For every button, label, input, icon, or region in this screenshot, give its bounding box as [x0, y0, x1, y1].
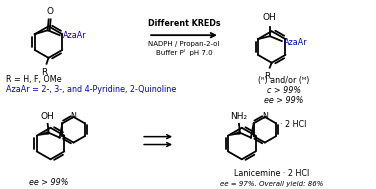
Text: OH: OH: [41, 112, 55, 121]
Text: R: R: [265, 72, 271, 81]
Text: Lanicemine · 2 HCl: Lanicemine · 2 HCl: [234, 169, 309, 178]
Text: N: N: [262, 112, 268, 122]
Text: NH₂: NH₂: [230, 112, 247, 121]
Text: (ᴿ) and/or (ᴹ): (ᴿ) and/or (ᴹ): [258, 76, 309, 85]
Text: Buffer Pᴵ  pH 7.0: Buffer Pᴵ pH 7.0: [156, 49, 212, 56]
Text: ᴄ > 99%: ᴄ > 99%: [267, 86, 301, 95]
Text: ee = 97%. Overall yield: 86%: ee = 97%. Overall yield: 86%: [220, 181, 323, 187]
Text: AzaAr: AzaAr: [63, 31, 86, 40]
Text: ee > 99%: ee > 99%: [29, 178, 68, 187]
Text: N: N: [71, 112, 76, 122]
Text: · 2 HCl: · 2 HCl: [280, 120, 306, 129]
Text: OH: OH: [263, 13, 277, 22]
Text: AzaAr = 2-, 3-, and 4-Pyridine, 2-Quinoline: AzaAr = 2-, 3-, and 4-Pyridine, 2-Quinol…: [6, 85, 176, 94]
Text: NADPH / Propan-2-ol: NADPH / Propan-2-ol: [148, 41, 220, 47]
Polygon shape: [228, 131, 240, 136]
Text: Different KREDs: Different KREDs: [148, 19, 220, 28]
Text: ee > 99%: ee > 99%: [264, 96, 303, 105]
Text: R = H, F, OMe: R = H, F, OMe: [6, 75, 61, 84]
Polygon shape: [37, 131, 49, 136]
Text: O: O: [46, 7, 53, 16]
Text: R: R: [41, 68, 48, 77]
Text: AzaAr: AzaAr: [284, 38, 308, 46]
